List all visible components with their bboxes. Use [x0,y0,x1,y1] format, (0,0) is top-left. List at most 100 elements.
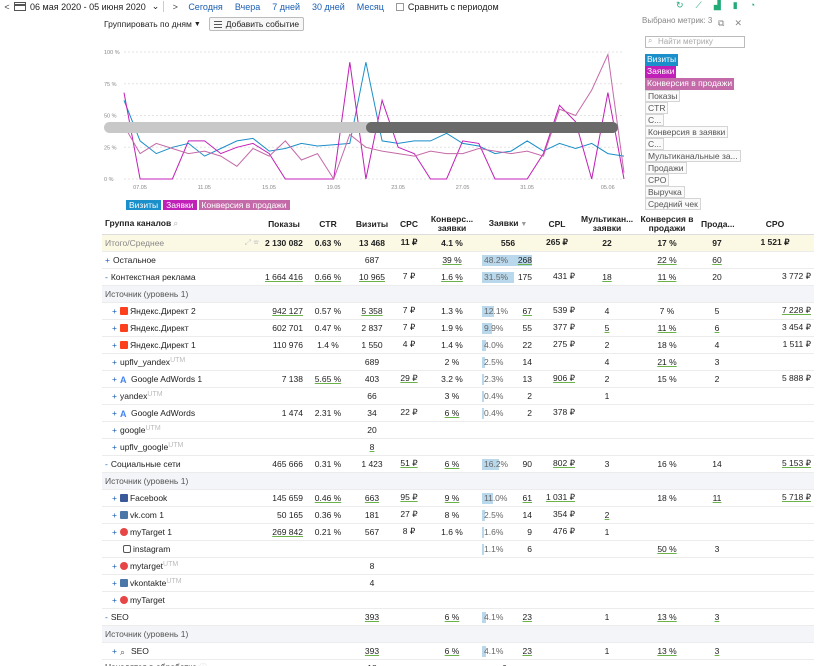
value-ctr[interactable]: 1.4 % [317,339,339,350]
area-chart-icon[interactable]: ▟ [713,0,721,10]
leads-value[interactable]: 2 [527,390,532,401]
value-conv_leads[interactable]: 3.2 % [441,373,463,384]
value-conv_leads[interactable]: 1.4 % [441,339,463,350]
metric-item[interactable]: С... [645,138,665,150]
value-cpl[interactable]: 377 ₽ [553,322,575,332]
metric-item[interactable]: Конверсия в заявки [645,126,729,138]
metric-item[interactable]: Продажи [645,162,687,174]
expand-icon[interactable]: + [105,254,110,265]
value-visits[interactable]: 1 423 [361,458,383,469]
add-event-button[interactable]: Добавить событие [208,17,305,31]
table-row[interactable]: + Яндекс.Директ 1 110 976 1.4 % 1 550 4 ₽ 1.4 … [102,336,814,354]
group-row[interactable]: - Контекстная реклама 1 664 416 0.66 % 10 96… [102,268,814,286]
value-visits[interactable]: 663 [364,492,380,503]
value-cpc[interactable]: 8 ₽ [402,526,416,536]
metric-item[interactable]: CTR [645,102,669,114]
leads-value[interactable]: 9 [527,526,532,537]
value-multi[interactable]: 2 [604,373,610,384]
value-shows[interactable]: 7 138 [281,373,303,384]
value-sales[interactable]: 11 [712,492,722,503]
table-row[interactable]: + yandexUTM 66 3 % 0.4% 2 1 [102,387,814,405]
metric-item[interactable]: Заявки [645,66,677,78]
table-row[interactable]: + vk.com 1 50 165 0.36 % 181 27 ₽ 8 % 2.5% 14 354… [102,506,814,524]
prev-period-button[interactable]: < [4,1,10,12]
leads-value[interactable]: 6 [502,663,507,666]
column-header[interactable]: Мультикан... заявки [578,214,636,235]
value-conv_leads[interactable]: 6 % [444,458,460,469]
value-conv_sales[interactable]: 21 % [657,356,677,367]
value-sales[interactable]: 20 [712,271,722,282]
value-shows[interactable]: 1 664 416 [265,271,303,282]
leads-value[interactable]: 175 [517,271,532,282]
collapse-icon[interactable]: - [105,611,108,622]
metric-item[interactable]: Конверсия в продажи [645,78,735,90]
value-conv_sales[interactable]: 11 % [657,322,677,333]
expand-icon[interactable]: + [112,339,117,350]
table-row[interactable]: + A Google AdWords 1 7 138 5.65 % 403 29 ₽ 3.2 … [102,370,814,388]
value-cpc[interactable]: 7 ₽ [402,271,416,281]
expand-icon[interactable]: + [112,526,117,537]
value-ctr[interactable]: 0.46 % [314,492,342,503]
value-cpl[interactable]: 275 ₽ [553,339,575,349]
legend-chip-conv[interactable]: Конверсия в продажи [198,200,290,210]
table-row[interactable]: + Facebook 145 659 0.46 % 663 95 ₽9 % 11.0% 61 1… [102,489,814,507]
value-visits[interactable]: 403 [364,373,380,384]
value-conv_leads[interactable]: 1.3 % [441,305,463,316]
value-multi[interactable]: 2 [604,509,610,520]
period-yesterday-link[interactable]: Вчера [234,1,261,12]
value-conv_sales[interactable]: 13 % [657,611,677,622]
value-ctr[interactable]: 0.21 % [314,526,342,537]
value-cpl[interactable]: 802 ₽ [553,458,575,468]
info-icon[interactable]: ⓘ [197,663,207,666]
value-cpo[interactable]: 7 228 ₽ [781,305,811,315]
value-shows[interactable]: 110 976 [272,339,303,350]
metric-item[interactable]: Выручка [645,186,685,198]
value-conv_leads[interactable]: 8 % [444,509,460,520]
value-multi[interactable]: 18 [602,271,612,282]
leads-value[interactable]: 14 [522,509,532,520]
metric-item[interactable]: Средний чек [645,198,701,210]
column-header[interactable]: CPC [394,214,424,235]
column-header[interactable]: Группа каналов ⌕ [102,214,262,235]
column-header[interactable]: Визиты [350,214,394,235]
table-row[interactable]: + upflv_googleUTM 8 [102,438,814,456]
line-chart-icon[interactable]: ⟋ [695,0,702,10]
value-conv_leads[interactable]: 1.6 % [441,526,463,537]
value-visits[interactable]: 5 358 [361,305,383,316]
value-shows[interactable]: 602 701 [272,322,303,333]
column-header[interactable]: Конверсия в продажи [636,214,698,235]
value-cpc[interactable]: 7 ₽ [402,305,416,315]
value-sales[interactable]: 5 [714,305,720,316]
value-sales[interactable]: 60 [712,254,722,265]
value-cpl[interactable]: 539 ₽ [553,305,575,315]
leads-value[interactable]: 67 [522,305,532,316]
value-cpl[interactable]: 378 ₽ [553,407,575,417]
expand-icon[interactable]: + [112,594,117,605]
value-cpc[interactable]: 29 ₽ [400,373,418,383]
chevron-down-icon[interactable]: ⌄ [151,1,160,11]
value-visits[interactable]: 2 837 [361,322,383,333]
leads-value[interactable]: 2 [527,407,532,418]
leads-value[interactable]: 23 [522,645,532,656]
metric-item[interactable]: Мультиканальные за... [645,150,741,162]
expand-icon[interactable]: + [112,407,117,418]
next-period-button[interactable]: > [172,1,178,12]
value-sales[interactable]: 4 [714,339,720,350]
column-header[interactable]: CPO [736,214,814,235]
column-header[interactable]: Конверс... заявки [424,214,480,235]
pie-chart-icon[interactable]: ◔ [749,0,756,10]
value-multi[interactable]: 1 [604,390,610,401]
bar-chart-icon[interactable]: ▮ [732,0,738,10]
value-visits[interactable]: 66 [367,390,377,401]
value-sales[interactable]: 2 [714,373,720,384]
column-header[interactable]: CTR [306,214,350,235]
value-ctr[interactable]: 5.65 % [314,373,342,384]
value-ctr[interactable]: 2.31 % [314,407,342,418]
value-visits[interactable]: 1 550 [361,339,383,350]
value-multi[interactable]: 4 [604,305,610,316]
period-7days-link[interactable]: 7 дней [272,1,300,12]
expand-icon[interactable]: + [112,577,117,588]
expand-icon[interactable]: + [112,373,117,384]
value-ctr[interactable]: 0.57 % [314,305,342,316]
value-visits[interactable]: 393 [364,645,380,656]
